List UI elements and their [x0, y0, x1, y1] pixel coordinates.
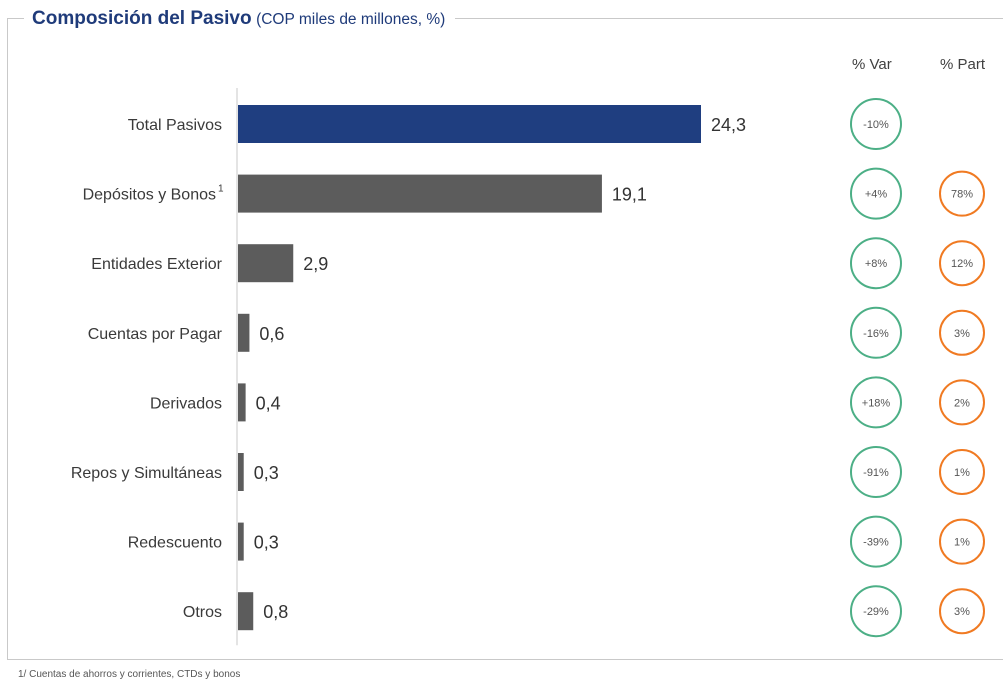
value-label: 19,1: [612, 185, 647, 205]
data-bar: [238, 453, 244, 491]
title-main: Composición del Pasivo: [32, 8, 252, 29]
pct-var-label: -29%: [863, 606, 889, 618]
pct-var-circle: [850, 585, 902, 638]
pct-var-label: -16%: [863, 328, 889, 340]
category-label: Repos y Simultáneas: [71, 465, 222, 482]
category-label: Redescuento: [128, 535, 222, 552]
pct-var-circle: [850, 237, 902, 290]
pct-part-circle: [939, 240, 985, 287]
pct-part-header: % Part: [940, 56, 986, 73]
data-bar: [238, 592, 254, 631]
data-bar: [238, 383, 246, 422]
pct-part-label: 3%: [954, 606, 970, 618]
pct-var-header: % Var: [852, 56, 892, 73]
pct-var-label: +18%: [862, 397, 891, 409]
value-label: 0,4: [256, 393, 281, 413]
pct-var-label: -39%: [863, 537, 889, 549]
chart-frame: [7, 18, 1003, 660]
category-label: Depósitos y Bonos: [83, 187, 216, 204]
pct-part-circle: [939, 309, 985, 356]
pct-part-circle: [939, 588, 985, 635]
pct-part-circle: [939, 518, 985, 565]
value-label: 24,3: [711, 115, 746, 135]
pct-var-label: -10%: [863, 119, 889, 131]
pct-var-label: -91%: [863, 467, 889, 479]
value-label: 0,6: [259, 324, 284, 344]
category-label: Otros: [183, 604, 222, 621]
data-bar: [238, 522, 244, 561]
data-bar: [238, 174, 602, 213]
footnote: 1/ Cuentas de ahorros y corrientes, CTDs…: [18, 669, 241, 680]
value-label: 0,3: [254, 463, 279, 483]
chart-title: Composición del Pasivo (COP miles de mil…: [24, 7, 456, 32]
pct-part-label: 1%: [954, 537, 970, 549]
pct-part-circle: [939, 449, 985, 495]
category-label: Cuentas por Pagar: [88, 326, 223, 343]
pct-var-circle: [850, 515, 902, 568]
total-bar: [238, 105, 701, 143]
value-label: 0,3: [254, 533, 279, 553]
pct-var-label: +8%: [865, 258, 888, 270]
pct-part-label: 1%: [954, 467, 970, 479]
title-unit: (COP miles de millones, %): [256, 11, 446, 28]
pct-var-circle: [850, 98, 902, 150]
category-label: Total Pasivos: [128, 117, 222, 134]
pct-part-label: 3%: [954, 328, 970, 340]
category-superscript: 1: [218, 184, 224, 195]
pct-var-circle: [850, 446, 902, 498]
pct-var-circle: [850, 306, 902, 359]
pct-part-circle: [939, 170, 985, 217]
data-bar: [238, 313, 250, 352]
pct-var-circle: [850, 167, 902, 220]
value-label: 0,8: [263, 602, 288, 622]
data-bar: [238, 244, 294, 283]
pct-part-label: 12%: [951, 258, 973, 270]
pct-part-label: 2%: [954, 397, 970, 409]
value-label: 2,9: [303, 254, 328, 274]
category-label: Derivados: [150, 395, 222, 412]
pct-var-circle: [850, 376, 902, 429]
category-label: Entidades Exterior: [91, 256, 222, 273]
pct-var-label: +4%: [865, 189, 888, 201]
pct-part-circle: [939, 379, 985, 426]
pct-part-label: 78%: [951, 189, 973, 201]
